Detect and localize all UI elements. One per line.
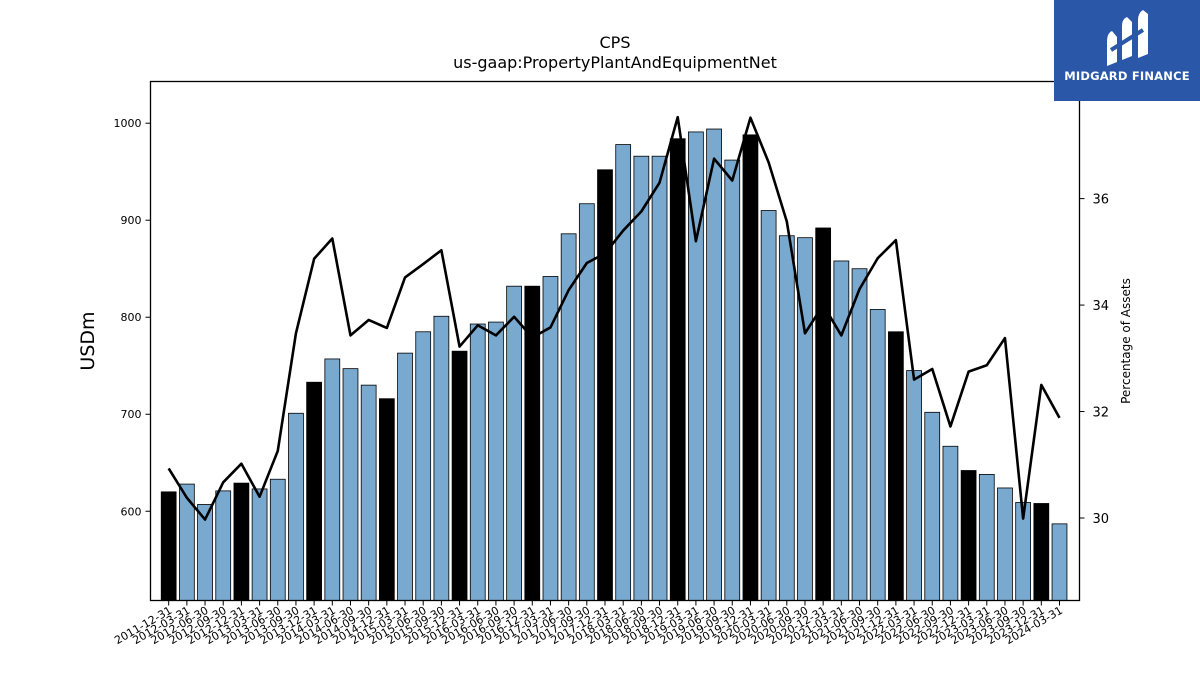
bar: [778, 235, 795, 601]
x-axis: 2011-12-312012-03-312012-06-302012-09-30…: [112, 600, 1065, 647]
y-axis-left: 600 700 800 900 1000: [114, 117, 151, 518]
y-axis-label: USDm: [77, 311, 99, 370]
bar: [433, 315, 450, 601]
y-tick-label: 1000: [114, 117, 142, 130]
chart-title: CPS: [600, 33, 631, 52]
bar: [633, 155, 650, 601]
bar: [1033, 503, 1050, 601]
bar: [288, 412, 304, 601]
bar-group: [160, 128, 1068, 601]
logo-text: MIDGARD FINANCE: [1064, 69, 1190, 83]
percentage-line: [167, 115, 1061, 521]
bar: [615, 144, 632, 601]
y2-tick-label: 34: [1093, 299, 1110, 314]
bar: [906, 370, 922, 601]
brand-logo: MIDGARD FINANCE: [1054, 0, 1200, 101]
y2-axis-label: Percentage of Assets: [1119, 278, 1133, 404]
line-layer: [167, 115, 1061, 521]
bar: [342, 368, 359, 601]
bar: [1051, 523, 1068, 601]
y-axis-right: 30 32 34 36: [1079, 193, 1110, 527]
bar: [397, 352, 413, 601]
y-tick-label: 800: [121, 311, 142, 324]
bar: [378, 398, 395, 601]
y-tick-label: 600: [121, 505, 142, 518]
bar: [997, 487, 1013, 601]
bar: [942, 445, 959, 601]
y-tick-label: 700: [121, 408, 142, 421]
bar: [306, 381, 322, 601]
bar: [215, 490, 232, 601]
bar: [160, 491, 177, 601]
bar: [706, 128, 722, 601]
y2-tick-label: 30: [1093, 512, 1110, 527]
y2-tick-label: 32: [1093, 406, 1110, 421]
bar: [978, 473, 995, 601]
bar: [851, 268, 868, 601]
bar: [888, 331, 904, 601]
bar: [833, 260, 850, 601]
bar: [506, 285, 522, 601]
bar: [724, 159, 741, 601]
y-tick-label: 900: [121, 214, 142, 227]
bar: [869, 309, 886, 601]
bar: [742, 134, 759, 601]
y2-tick-label: 36: [1093, 193, 1110, 208]
plot-area-frame: [149, 80, 1081, 602]
bar: [924, 411, 941, 601]
bar: [651, 155, 668, 601]
midgard-logo-icon: [1107, 10, 1148, 66]
bar: [324, 358, 341, 601]
bar: [815, 227, 832, 601]
bar: [488, 321, 504, 601]
bar: [451, 350, 468, 601]
chart-subtitle: us-gaap:PropertyPlantAndEquipmentNet: [453, 53, 777, 72]
bar: [760, 210, 777, 601]
bar: [233, 482, 250, 601]
bar: [669, 138, 686, 601]
bar: [797, 237, 813, 601]
bar: [597, 169, 613, 601]
bar: [179, 483, 195, 601]
bar: [469, 323, 486, 601]
bar: [960, 470, 977, 601]
bar: [269, 478, 286, 601]
bar: [360, 384, 377, 601]
bar: [415, 331, 432, 601]
bar: [251, 488, 268, 601]
